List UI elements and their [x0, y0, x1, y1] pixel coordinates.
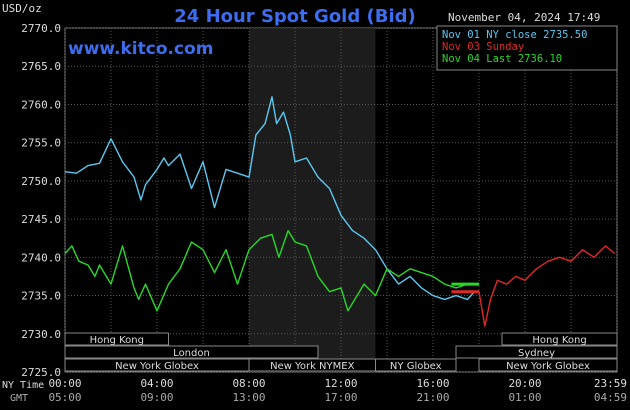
x-tick-ny: 04:00	[140, 377, 173, 390]
session-bar-hong-kong-1	[64, 332, 169, 346]
x-tick-gmt: 17:00	[324, 391, 357, 404]
datetime-label: November 04, 2024 17:49	[448, 11, 600, 24]
series-line-2	[64, 229, 479, 312]
session-label-hong-kong-1: Hong Kong	[90, 335, 144, 346]
chart-title: 24 Hour Spot Gold (Bid)	[174, 6, 415, 27]
ny-time-label: NY Time	[2, 380, 44, 391]
session-bar-new-york-globex-2	[478, 358, 618, 372]
y-tick-label: 2755.0	[21, 137, 61, 150]
y-tick-label: 2760.0	[21, 98, 61, 111]
session-label-ny-globex: NY Globex	[390, 361, 442, 372]
x-tick-ny: 08:00	[232, 377, 265, 390]
session-label-new-york-globex-1: New York Globex	[115, 361, 199, 372]
x-tick-ny: 23:59	[594, 377, 627, 390]
y-tick-label: 2735.0	[21, 290, 61, 303]
session-label-new-york-nymex: New York NYMEX	[270, 361, 355, 372]
x-tick-gmt: 09:00	[140, 391, 173, 404]
x-tick-ny: 00:00	[48, 377, 81, 390]
legend-entry-nov04: Nov 04 Last 2736.10	[442, 53, 562, 65]
y-tick-label: 2730.0	[21, 328, 61, 341]
y-tick-label: 2770.0	[21, 22, 61, 35]
session-label-new-york-globex-2: New York Globex	[506, 361, 590, 372]
x-tick-gmt: 13:00	[232, 391, 265, 404]
session-bar-hong-kong-2	[501, 332, 618, 346]
legend-box	[436, 25, 618, 71]
x-tick-ny: 20:00	[508, 377, 541, 390]
y-tick-label: 2745.0	[21, 213, 61, 226]
y-tick-label: 2765.0	[21, 60, 61, 73]
y-axis-ticks: 2770.0 2765.0 2760.0 2755.0 2750.0 2745.0 2740…	[21, 22, 61, 379]
y-tick-label: 2750.0	[21, 175, 61, 188]
legend-entry-nov03: Nov 03 Sunday	[442, 41, 524, 53]
x-tick-gmt: 01:00	[508, 391, 541, 404]
series-line-0	[64, 96, 475, 301]
session-bars: Hong Kong London New York Globex New York N…	[64, 332, 618, 372]
x-tick-gmt: 21:00	[416, 391, 449, 404]
x-tick-ny: 12:00	[324, 377, 357, 390]
unit-label: USD/oz	[2, 2, 42, 15]
session-label-sydney: Sydney	[518, 348, 555, 359]
session-bar-ny-globex	[375, 358, 457, 372]
session-label-london: London	[173, 348, 210, 359]
site-label[interactable]: www.kitco.com	[68, 39, 213, 59]
y-tick-label: 2725.0	[21, 366, 61, 379]
gmt-label: GMT	[10, 393, 28, 404]
y-tick-label: 2740.0	[21, 251, 61, 264]
series-lines	[64, 96, 616, 327]
legend-entry-nov01: Nov 01 NY close 2735.50	[442, 29, 587, 41]
session-label-hong-kong-2: Hong Kong	[532, 335, 586, 346]
x-tick-gmt: 05:00	[48, 391, 81, 404]
x-tick-ny: 16:00	[416, 377, 449, 390]
session-bar-london	[64, 345, 319, 359]
session-bar-sydney	[455, 345, 618, 359]
session-highlight-band	[249, 28, 376, 372]
series-line-1	[467, 245, 616, 327]
x-tick-gmt: 04:59	[594, 391, 627, 404]
